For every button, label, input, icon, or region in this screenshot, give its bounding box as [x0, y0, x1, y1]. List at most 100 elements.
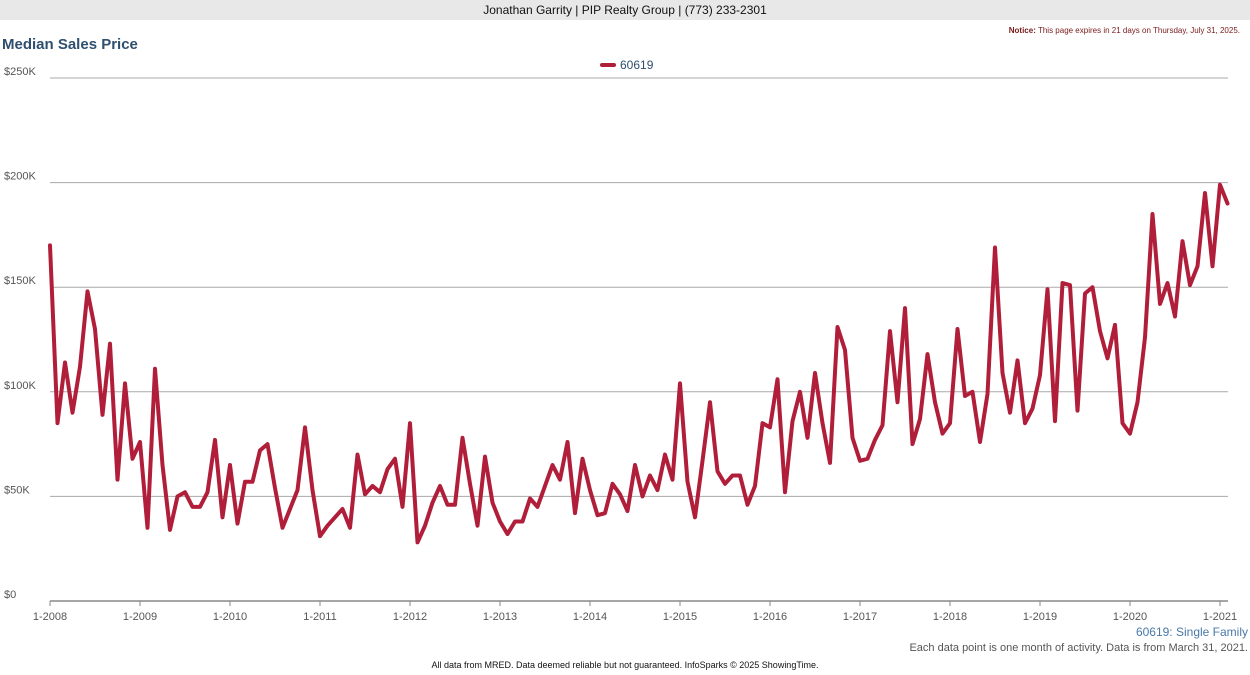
- data-point: [499, 520, 502, 523]
- legend-label: 60619: [620, 58, 654, 72]
- data-point: [1084, 292, 1087, 295]
- data-point: [1046, 288, 1049, 291]
- x-tick-label: 1-2016: [753, 611, 787, 623]
- data-point: [596, 514, 599, 517]
- series-description: 60619: Single Family: [1135, 625, 1248, 639]
- data-point: [611, 482, 614, 485]
- data-point: [851, 436, 854, 439]
- data-point: [754, 484, 757, 487]
- x-tick-label: 1-2019: [1023, 611, 1057, 623]
- data-point: [1076, 409, 1079, 412]
- data-point: [184, 491, 187, 494]
- data-point: [941, 432, 944, 435]
- data-point: [1159, 302, 1162, 305]
- data-point: [506, 533, 509, 536]
- data-point: [266, 443, 269, 446]
- data-point: [656, 489, 659, 492]
- data-point: [401, 505, 404, 508]
- data-point: [116, 478, 119, 481]
- data-point: [259, 449, 262, 452]
- data-point: [101, 413, 104, 416]
- data-point: [476, 524, 479, 527]
- data-point: [919, 418, 922, 421]
- data-point: [109, 342, 112, 345]
- notice-label: Notice:: [1008, 26, 1036, 35]
- data-point: [334, 516, 337, 519]
- data-point: [604, 512, 607, 515]
- data-point: [776, 378, 779, 381]
- data-point: [1189, 284, 1192, 287]
- data-point: [1061, 282, 1064, 285]
- data-point: [986, 392, 989, 395]
- data-point: [469, 482, 472, 485]
- chart-title: Median Sales Price: [2, 36, 138, 53]
- data-point: [529, 497, 532, 500]
- data-point: [1196, 265, 1199, 268]
- data-point: [896, 401, 899, 404]
- data-point: [199, 505, 202, 508]
- data-point: [214, 438, 217, 441]
- data-point: [1039, 374, 1042, 377]
- data-point: [454, 503, 457, 506]
- data-point: [866, 457, 869, 460]
- data-point: [551, 464, 554, 467]
- data-point: [881, 424, 884, 427]
- data-point: [274, 487, 277, 490]
- data-point: [1054, 420, 1057, 423]
- data-point: [371, 484, 374, 487]
- x-tick-label: 1-2013: [483, 611, 517, 623]
- data-point: [1151, 212, 1154, 215]
- data-point: [304, 426, 307, 429]
- data-point: [446, 503, 449, 506]
- data-point: [236, 522, 239, 525]
- data-point: [514, 520, 517, 523]
- data-point: [341, 507, 344, 510]
- data-point: [536, 505, 539, 508]
- data-point: [521, 520, 524, 523]
- x-tick-label: 1-2014: [573, 611, 607, 623]
- data-point: [619, 493, 622, 496]
- data-point: [416, 541, 419, 544]
- x-tick-label: 1-2018: [933, 611, 967, 623]
- data-point: [311, 489, 314, 492]
- data-point: [1211, 265, 1214, 268]
- data-point: [731, 474, 734, 477]
- data-point: [1129, 432, 1132, 435]
- data-point: [1114, 323, 1117, 326]
- data-point: [484, 455, 487, 458]
- y-tick-label: $200K: [4, 171, 36, 183]
- data-point: [956, 328, 959, 331]
- data-point: [379, 491, 382, 494]
- data-point: [679, 382, 682, 385]
- data-point: [461, 436, 464, 439]
- notice-text: This page expires in 21 days on Thursday…: [1037, 26, 1240, 35]
- data-point: [1166, 282, 1169, 285]
- data-point: [926, 353, 929, 356]
- x-tick-label: 1-2008: [33, 611, 67, 623]
- x-tick-label: 1-2020: [1113, 611, 1147, 623]
- data-point: [394, 457, 397, 460]
- data-point: [836, 325, 839, 328]
- data-point: [1016, 359, 1019, 362]
- x-tick-label: 1-2011: [303, 611, 336, 623]
- data-point: [746, 503, 749, 506]
- legend-swatch: [600, 63, 616, 67]
- data-point: [229, 464, 232, 467]
- data-point: [806, 436, 809, 439]
- data-point: [626, 510, 629, 513]
- series-line-60619: [48, 182, 1230, 545]
- data-point: [1121, 422, 1124, 425]
- y-tick-label: $250K: [4, 66, 36, 78]
- disclaimer: All data from MRED. Data deemed reliable…: [431, 660, 819, 670]
- data-point: [326, 524, 329, 527]
- data-point: [64, 361, 67, 364]
- data-point: [356, 453, 359, 456]
- data-point: [739, 474, 742, 477]
- data-point: [686, 480, 689, 483]
- data-point: [814, 371, 817, 374]
- data-point: [251, 480, 254, 483]
- data-point: [934, 401, 937, 404]
- data-point: [289, 507, 292, 510]
- data-point: [424, 524, 427, 527]
